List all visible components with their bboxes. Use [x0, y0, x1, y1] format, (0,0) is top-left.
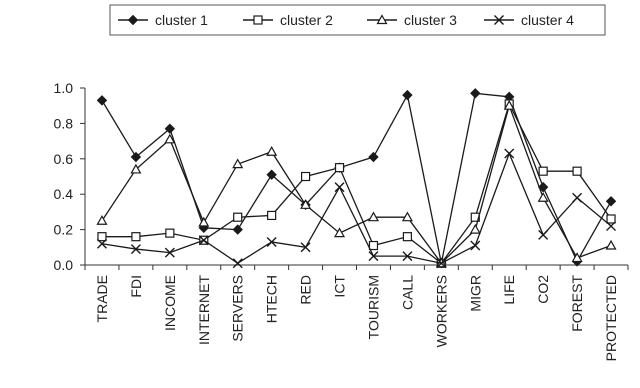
data-point-cluster-2 [336, 164, 344, 172]
y-tick-label: 1.0 [54, 80, 74, 96]
series-line-cluster-3 [102, 106, 611, 264]
series-cluster-4 [97, 149, 615, 268]
y-tick-label: 0.8 [54, 115, 74, 131]
data-point-cluster-1 [97, 96, 106, 105]
x-tick-label: CO2 [535, 275, 551, 304]
series-cluster-3 [97, 101, 615, 267]
x-tick-label: INTERNET [196, 275, 212, 345]
y-tick-label: 0.2 [54, 222, 74, 238]
data-point-cluster-4 [573, 193, 582, 202]
series-group [97, 89, 615, 268]
data-point-cluster-2 [573, 167, 581, 175]
data-point-cluster-2 [166, 229, 174, 237]
x-tick-label: TOURISM [365, 275, 381, 339]
legend-label-cluster-2: cluster 2 [280, 12, 333, 28]
y-tick-label: 0.4 [54, 186, 74, 202]
data-point-cluster-2 [98, 233, 106, 241]
data-point-cluster-3 [471, 225, 480, 233]
x-tick-label: FDI [128, 275, 144, 298]
x-tick-label: FOREST [569, 275, 585, 332]
data-point-cluster-4 [539, 230, 548, 239]
x-tick-label: SERVERS [230, 275, 246, 342]
data-point-cluster-1 [403, 91, 412, 100]
series-cluster-1 [97, 89, 615, 268]
series-line-cluster-1 [102, 93, 611, 263]
y-tick-label: 0.0 [54, 257, 74, 273]
data-point-cluster-2 [132, 233, 140, 241]
data-point-cluster-1 [471, 89, 480, 98]
data-point-cluster-4 [505, 149, 514, 158]
data-point-cluster-3 [97, 216, 106, 224]
x-tick-label: WORKERS [433, 275, 449, 347]
x-tick-label: MIGR [467, 275, 483, 312]
data-point-cluster-4 [335, 183, 344, 192]
data-point-cluster-2 [369, 242, 377, 250]
data-point-cluster-2 [607, 215, 615, 223]
x-tick-label: RED [298, 275, 314, 305]
data-point-cluster-1 [369, 153, 378, 162]
legend-label-cluster-4: cluster 4 [521, 12, 574, 28]
x-tick-label: CALL [399, 275, 415, 310]
legend-label-cluster-1: cluster 1 [155, 12, 208, 28]
data-point-cluster-4 [471, 241, 480, 250]
data-point-cluster-2 [539, 167, 547, 175]
data-point-cluster-1 [607, 197, 616, 206]
axes: 0.0 0.2 0.4 0.6 0.8 1.0 TRADE FDI INCOME INTERNET… [54, 80, 628, 361]
x-tick-label: HTECH [264, 275, 280, 323]
data-point-cluster-2 [403, 233, 411, 241]
data-point-cluster-4 [233, 259, 242, 268]
data-point-cluster-2 [302, 173, 310, 181]
x-tick-label: LIFE [501, 275, 517, 305]
series-line-cluster-4 [102, 153, 611, 263]
data-point-cluster-2 [268, 211, 276, 219]
legend: cluster 1 cluster 2 cluster 3 cluster 4 [110, 5, 605, 35]
x-tick-label: PROTECTED [603, 275, 619, 361]
data-point-cluster-3 [267, 147, 276, 155]
data-point-cluster-1 [233, 225, 242, 234]
y-tick-label: 0.6 [54, 151, 74, 167]
x-tick-label: TRADE [94, 275, 110, 322]
data-point-cluster-3 [607, 241, 616, 249]
x-tick-label: ICT [332, 275, 348, 298]
x-tick-label: INCOME [162, 275, 178, 331]
legend-marker-cluster-2 [254, 16, 262, 24]
series-line-cluster-2 [102, 104, 611, 263]
data-point-cluster-2 [234, 213, 242, 221]
legend-label-cluster-3: cluster 3 [404, 12, 457, 28]
